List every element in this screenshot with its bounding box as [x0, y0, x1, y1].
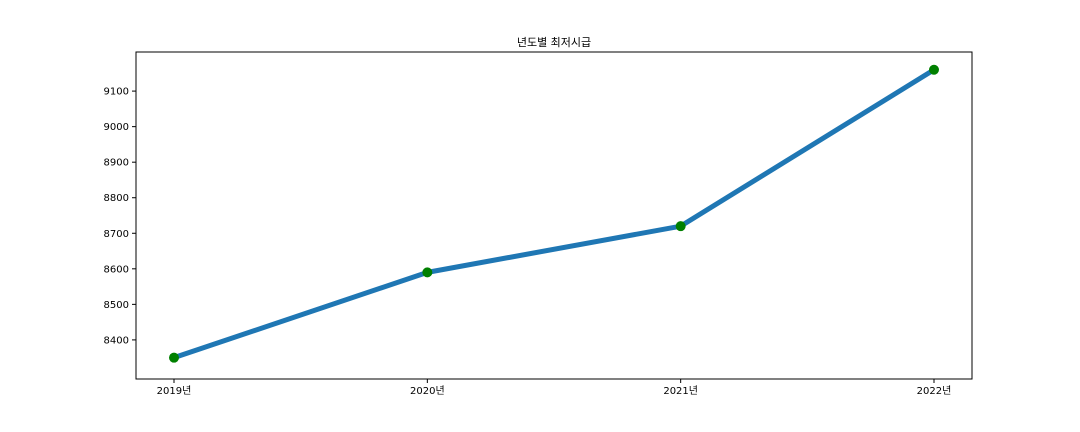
y-tick-label: 8600: [104, 264, 129, 275]
x-tick-label: 2020년: [410, 385, 445, 397]
x-tick-label: 2022년: [917, 385, 952, 397]
y-tick-label: 8800: [104, 193, 129, 204]
y-tick-label: 8500: [104, 300, 129, 311]
series-line: [171, 67, 937, 361]
x-axis: 2019년 2020년 2021년 2022년: [157, 379, 952, 397]
plot-frame: [135, 51, 973, 380]
y-axis: 8400 8500 8600 8700 8800 8900 9000 9100: [104, 87, 136, 346]
chart-title: 년도별 최저시급: [517, 36, 591, 49]
data-point: [929, 64, 939, 75]
y-tick-label: 8400: [104, 335, 129, 346]
y-tick-label: 8900: [104, 158, 129, 169]
data-point: [675, 221, 686, 232]
data-point: [169, 352, 179, 363]
data-point: [422, 267, 433, 278]
x-tick-label: 2021년: [663, 385, 698, 397]
x-tick-label: 2019년: [157, 385, 192, 397]
y-tick-label: 9100: [104, 87, 129, 98]
y-tick-label: 9000: [104, 122, 129, 133]
series: [169, 64, 939, 363]
y-tick-label: 8700: [104, 229, 129, 240]
